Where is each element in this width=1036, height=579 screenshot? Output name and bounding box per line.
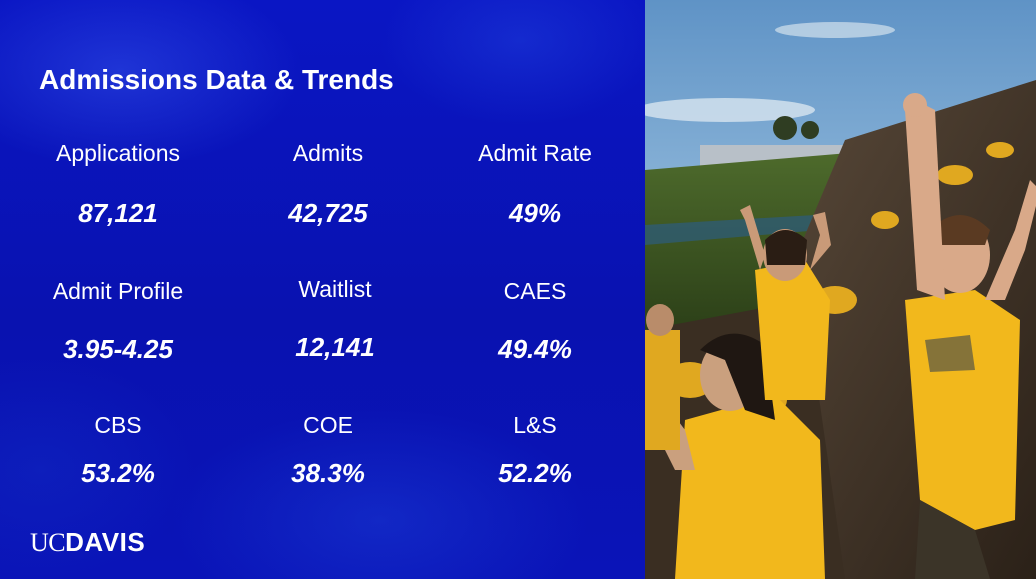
stat-value-admit-profile: 3.95-4.25 [63,334,173,364]
stat-value-admit-rate: 49% [508,198,562,228]
stat-value-cbs: 53.2% [81,458,155,488]
stat-value-ls: 52.2% [498,458,572,488]
stat-label-ls: L&S [513,412,557,438]
stat-label-admit-rate: Admit Rate [478,140,592,166]
stat-value-waitlist: 12,141 [295,332,375,362]
stat-value-admits: 42,725 [288,198,368,228]
uc-davis-logo: UCDAVIS [30,527,146,557]
stat-label-admit-profile: Admit Profile [52,278,184,304]
stat-value-caes: 49.4% [498,334,572,364]
stat-label-applications: Applications [55,140,181,166]
stat-label-caes: CAES [503,278,567,304]
stat-label-coe: COE [303,412,353,438]
stadium-fans-photo [645,0,1036,579]
blue-background-panel [0,0,645,579]
stat-label-waitlist: Waitlist [298,276,372,302]
stat-label-cbs: CBS [94,412,142,438]
stat-label-admits: Admits [292,140,364,166]
stat-value-applications: 87,121 [78,198,158,228]
stat-value-coe: 38.3% [291,458,365,488]
slide-title: Admissions Data & Trends [39,64,394,95]
